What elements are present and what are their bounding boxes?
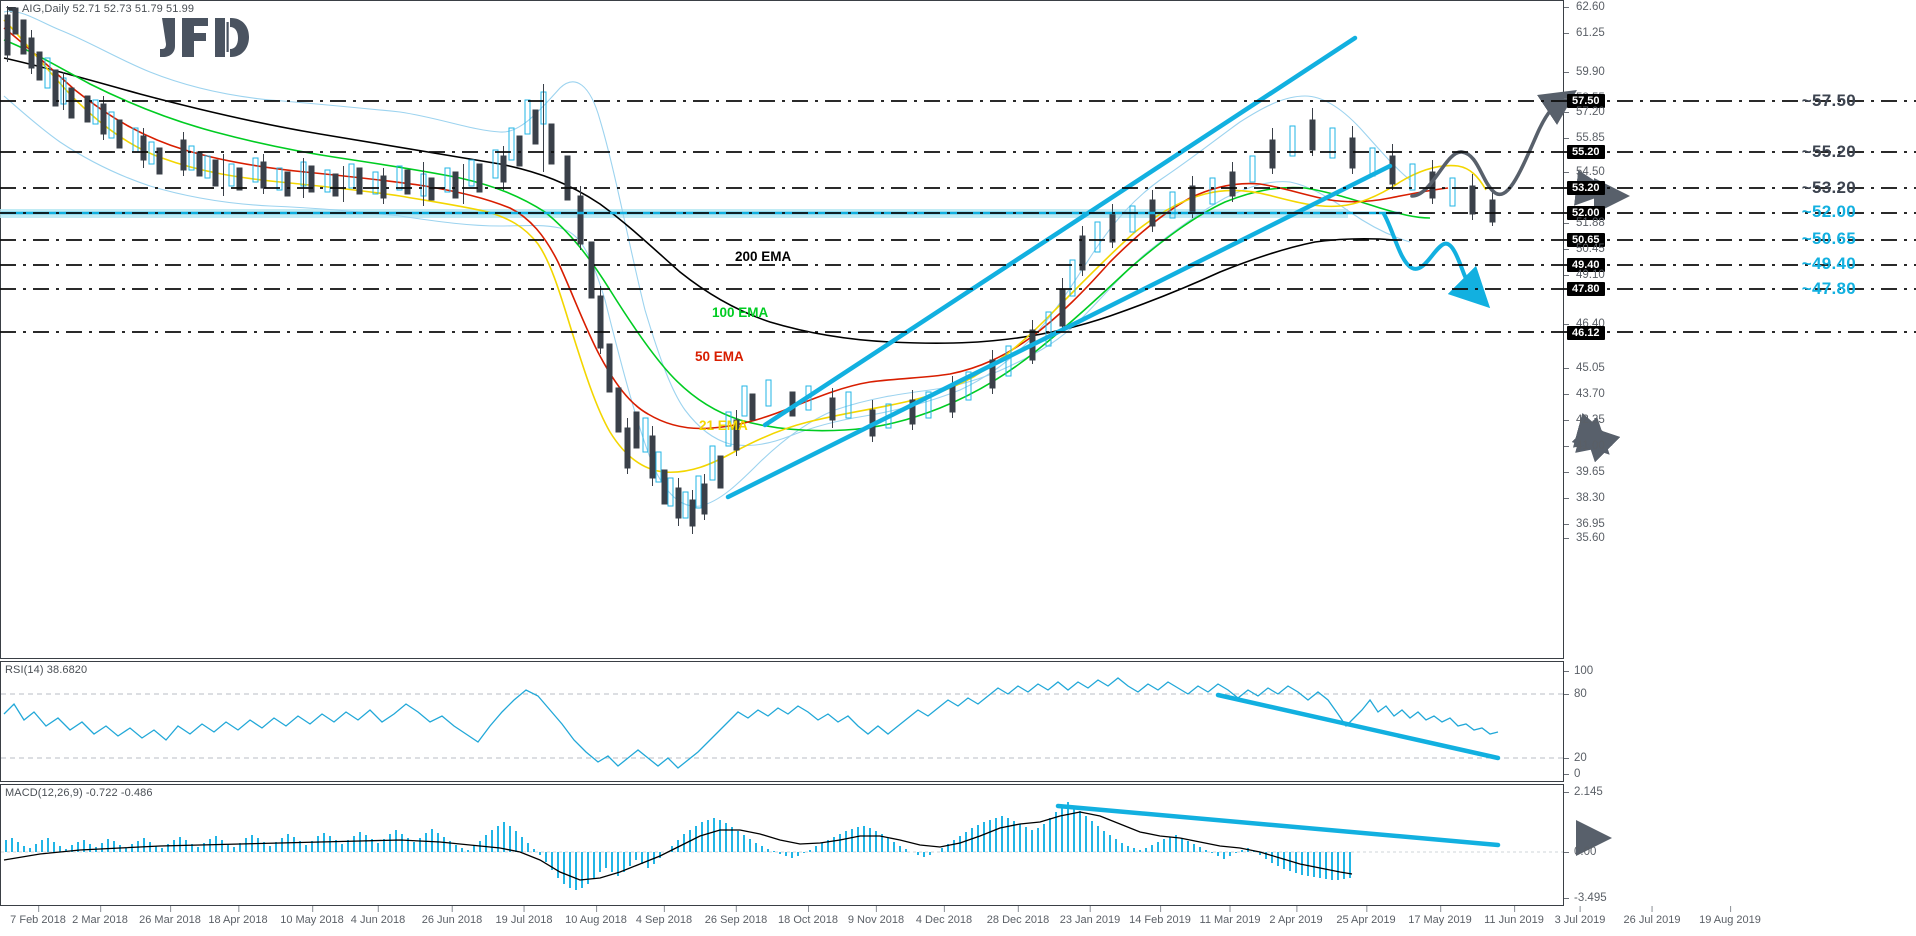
macd-panel-legend: MACD(12,26,9) -0.722 -0.486 (5, 787, 153, 799)
date-tick: 18 Oct 2018 (778, 906, 838, 926)
rsi-panel-legend: RSI(14) 38.6820 (5, 664, 88, 676)
rsi-tick-100: 100 (1564, 665, 1593, 677)
price-tick: 41.00 (1564, 440, 1605, 452)
price-tick: 61.25 (1564, 27, 1605, 39)
level-label-47-80: ~47.80 (1801, 279, 1856, 298)
date-tick: 9 Nov 2018 (848, 906, 904, 926)
date-tick: 7 Feb 2018 (10, 906, 66, 926)
level-label-50-65: ~50.65 (1801, 229, 1856, 248)
date-tick: 28 Dec 2018 (987, 906, 1049, 926)
date-tick: 4 Jun 2018 (351, 906, 405, 926)
price-tick: 57.20 (1564, 106, 1605, 118)
date-tick: 11 Mar 2019 (1200, 906, 1260, 926)
macd-tick-zero: 0.00 (1564, 846, 1596, 858)
price-tick: 45.05 (1564, 362, 1605, 374)
date-tick: 2 Mar 2018 (72, 906, 128, 926)
price-tick: 49.10 (1564, 269, 1605, 281)
price-tick: 43.70 (1564, 388, 1605, 400)
price-badge-46-12: 46.12 (1567, 326, 1605, 340)
price-tick: 38.30 (1564, 492, 1605, 504)
price-badge-49-40: 49.40 (1567, 258, 1605, 272)
date-tick: 4 Sep 2018 (636, 906, 692, 926)
rsi-axis[interactable]: 100 80 20 0 (1564, 661, 1916, 782)
date-tick: 19 Jul 2018 (496, 906, 552, 926)
macd-indicator-panel[interactable] (0, 784, 1564, 906)
price-chart-panel[interactable] (0, 0, 1564, 659)
date-tick: 10 Aug 2018 (565, 906, 627, 926)
rsi-indicator-panel[interactable] (0, 661, 1564, 782)
level-label-52-00: ~52.00 (1801, 202, 1856, 221)
level-label-55-20: ~55.20 (1801, 142, 1856, 161)
price-tick: 51.88 (1564, 217, 1605, 229)
price-badge-52-00: 52.00 (1567, 206, 1605, 220)
price-badge-53-20: 53.20 (1567, 181, 1605, 195)
price-badge-47-80: 47.80 (1567, 282, 1605, 296)
date-tick: 18 Apr 2018 (208, 906, 268, 926)
date-tick: 3 Jul 2019 (1555, 906, 1605, 926)
date-tick: 26 Sep 2018 (705, 906, 767, 926)
date-tick: 19 Aug 2019 (1699, 906, 1761, 926)
price-tick: 36.95 (1564, 518, 1605, 530)
level-label-53-20: ~53.20 (1801, 178, 1856, 197)
price-tick: 55.85 (1564, 132, 1605, 144)
date-tick: 4 Dec 2018 (916, 906, 972, 926)
price-tick: 59.90 (1564, 66, 1605, 78)
date-tick: 17 May 2019 (1408, 906, 1472, 926)
level-label-49-40: ~49.40 (1801, 254, 1856, 273)
rsi-tick-0: 0 (1564, 768, 1580, 780)
date-tick: 26 Jun 2018 (422, 906, 482, 926)
collapse-caret-icon[interactable] (6, 7, 16, 13)
jfd-brand-logo (160, 14, 249, 60)
rsi-tick-20: 20 (1564, 752, 1587, 764)
macd-tick-top: 2.145 (1564, 786, 1603, 798)
macd-tick-bottom: -3.495 (1564, 892, 1607, 904)
price-badge-50-65: 50.65 (1567, 233, 1605, 247)
rsi-tick-80: 80 (1564, 688, 1587, 700)
date-axis[interactable]: 7 Feb 2018 2 Mar 2018 26 Mar 2018 18 Apr… (0, 906, 1916, 936)
date-tick: 26 Jul 2019 (1624, 906, 1680, 926)
price-tick: 35.60 (1564, 532, 1605, 544)
date-tick: 11 Jun 2019 (1484, 906, 1544, 926)
ema-200-label: 200 EMA (735, 249, 792, 264)
date-tick: 10 May 2018 (280, 906, 344, 926)
price-tick: 54.50 (1564, 166, 1605, 178)
level-highlight-band-52 (0, 209, 1348, 218)
level-label-57-50: ~57.50 (1801, 91, 1856, 110)
date-tick: 14 Feb 2019 (1129, 906, 1191, 926)
price-tick: 39.65 (1564, 466, 1605, 478)
price-tick: 50.45 (1564, 243, 1605, 255)
price-tick: 42.35 (1564, 414, 1605, 426)
ema-100-label: 100 EMA (712, 305, 769, 320)
ema-50-label: 50 EMA (695, 349, 744, 364)
date-tick: 23 Jan 2019 (1060, 906, 1120, 926)
date-tick: 25 Apr 2019 (1336, 906, 1396, 926)
price-badge-57-50: 57.50 (1567, 94, 1605, 108)
ema-21-label: 21 EMA (699, 418, 748, 433)
macd-axis[interactable]: 2.145 0.00 -3.495 (1564, 784, 1916, 906)
date-tick: 26 Mar 2018 (139, 906, 201, 926)
date-tick: 2 Apr 2019 (1269, 906, 1323, 926)
price-tick: 62.60 (1564, 1, 1605, 13)
price-badge-55-20: 55.20 (1567, 145, 1605, 159)
price-axis[interactable]: 62.60 61.25 59.90 58.55 57.50 57.20 55.8… (1564, 0, 1916, 659)
